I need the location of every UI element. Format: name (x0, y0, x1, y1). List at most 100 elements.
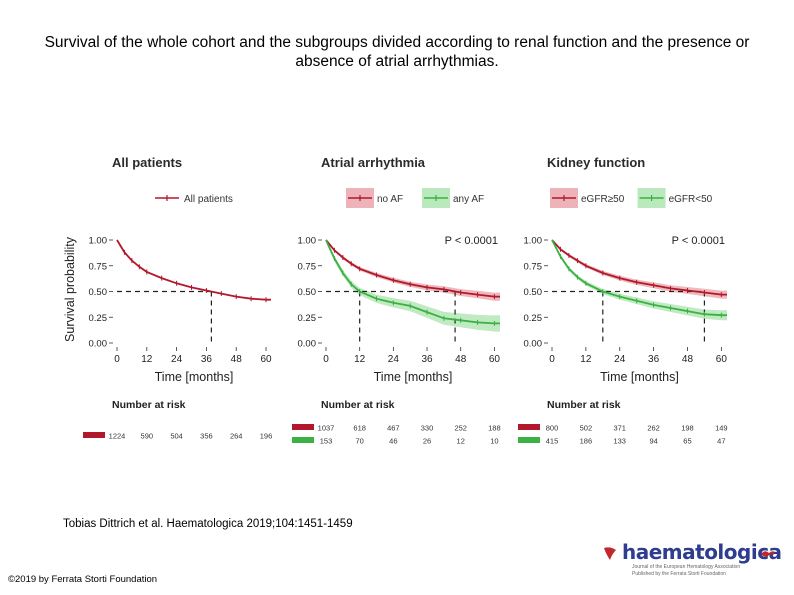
risk-table-title: Number at risk (112, 399, 186, 411)
x-tick-label: 36 (201, 354, 213, 365)
risk-count: 186 (580, 437, 593, 446)
y-tick-label: 1.00 (524, 236, 543, 247)
x-tick-label: 48 (455, 354, 467, 365)
risk-count: 1224 (109, 432, 126, 441)
bird-icon (761, 551, 775, 557)
panel-title: All patients (112, 155, 182, 170)
y-tick-label: 0.50 (524, 287, 543, 298)
panel-title: Atrial arrhythmia (321, 155, 426, 170)
risk-count: 70 (356, 437, 364, 446)
confidence-band (552, 240, 727, 321)
citation: Tobias Dittrich et al. Haematologica 201… (63, 518, 353, 530)
y-tick-label: 0.25 (298, 313, 317, 324)
y-tick-label: 1.00 (298, 236, 317, 247)
logo-subtitle-1: Journal of the European Hematology Assoc… (632, 564, 741, 570)
x-tick-label: 36 (648, 354, 660, 365)
x-axis-label: Time [months] (600, 370, 679, 384)
slide-title: Survival of the whole cohort and the sub… (44, 34, 750, 70)
risk-count: 1037 (318, 424, 335, 433)
confidence-band (326, 240, 500, 301)
x-tick-label: 0 (323, 354, 329, 365)
y-tick-label: 0.75 (298, 261, 317, 272)
panel-title: Kidney function (547, 155, 645, 170)
logo-wordmark: haematologica (622, 540, 782, 564)
survival-curve (325, 239, 500, 325)
p-value: P < 0.0001 (672, 235, 725, 247)
legend-label: eGFR≥50 (581, 194, 625, 205)
confidence-band (552, 240, 727, 299)
x-tick-label: 0 (549, 354, 555, 365)
risk-count: 149 (715, 424, 728, 433)
x-tick-label: 60 (716, 354, 728, 365)
risk-count: 196 (260, 432, 273, 441)
x-axis-label: Time [months] (374, 370, 453, 384)
survival-curve (551, 239, 727, 296)
y-tick-label: 0.25 (89, 313, 108, 324)
km-panel-1: Atrial arrhythmia no AF any AF 0.00 0.25 0.50… (292, 155, 501, 446)
y-tick-label: 0.00 (89, 339, 108, 350)
logo-subtitle-2: Published by the Ferrata Storti Foundati… (632, 571, 726, 577)
x-tick-label: 48 (682, 354, 694, 365)
risk-count: 618 (353, 424, 366, 433)
risk-count: 153 (320, 437, 333, 446)
legend-label: no AF (377, 194, 403, 205)
risk-count: 46 (389, 437, 397, 446)
x-tick-label: 12 (141, 354, 153, 365)
risk-table-title: Number at risk (321, 399, 395, 411)
y-tick-label: 0.00 (524, 339, 543, 350)
legend-label: eGFR<50 (669, 194, 713, 205)
y-tick-label: 0.75 (524, 261, 543, 272)
risk-count: 504 (170, 432, 183, 441)
risk-table-title: Number at risk (547, 399, 621, 411)
risk-count: 47 (717, 437, 725, 446)
y-axis-label: Survival probability (63, 236, 77, 342)
risk-count: 264 (230, 432, 243, 441)
survival-curve (325, 239, 500, 298)
haematologica-logo: haematologica Journal of the European He… (602, 540, 782, 580)
x-tick-label: 60 (260, 354, 272, 365)
risk-count: 502 (580, 424, 593, 433)
x-axis-label: Time [months] (155, 370, 234, 384)
p-value: P < 0.0001 (445, 235, 498, 247)
y-tick-label: 0.25 (524, 313, 543, 324)
risk-row-swatch (83, 432, 105, 438)
x-tick-label: 36 (421, 354, 433, 365)
risk-count: 12 (457, 437, 465, 446)
risk-count: 415 (546, 437, 559, 446)
risk-count: 94 (649, 437, 657, 446)
x-tick-label: 24 (614, 354, 626, 365)
logo-mark-icon (604, 547, 616, 560)
risk-count: 10 (490, 437, 498, 446)
risk-count: 65 (683, 437, 691, 446)
risk-count: 26 (423, 437, 431, 446)
risk-row-swatch (518, 437, 540, 443)
risk-count: 198 (681, 424, 694, 433)
risk-count: 188 (488, 424, 501, 433)
km-panel-0: All patients All patients Survival probabi… (63, 155, 272, 441)
x-tick-label: 0 (114, 354, 120, 365)
risk-count: 371 (613, 424, 626, 433)
risk-count: 800 (546, 424, 559, 433)
risk-count: 467 (387, 424, 400, 433)
x-tick-label: 12 (354, 354, 366, 365)
risk-count: 590 (141, 432, 154, 441)
y-tick-label: 0.00 (298, 339, 317, 350)
survival-curve (551, 239, 727, 317)
km-panel-2: Kidney function eGFR≥50 eGFR<50 0.00 0.25 0.5… (518, 155, 728, 446)
survival-charts: All patients All patients Survival probabi… (63, 155, 728, 446)
legend-label: All patients (184, 194, 233, 205)
x-tick-label: 48 (231, 354, 243, 365)
survival-curve (116, 239, 271, 301)
risk-count: 330 (421, 424, 434, 433)
x-tick-label: 24 (388, 354, 400, 365)
risk-count: 133 (613, 437, 626, 446)
legend-label: any AF (453, 194, 484, 205)
y-tick-label: 0.75 (89, 261, 108, 272)
x-tick-label: 12 (580, 354, 592, 365)
y-tick-label: 0.50 (89, 287, 108, 298)
risk-row-swatch (292, 424, 314, 430)
risk-count: 252 (454, 424, 467, 433)
risk-row-swatch (292, 437, 314, 443)
y-tick-label: 1.00 (89, 236, 108, 247)
risk-count: 356 (200, 432, 213, 441)
